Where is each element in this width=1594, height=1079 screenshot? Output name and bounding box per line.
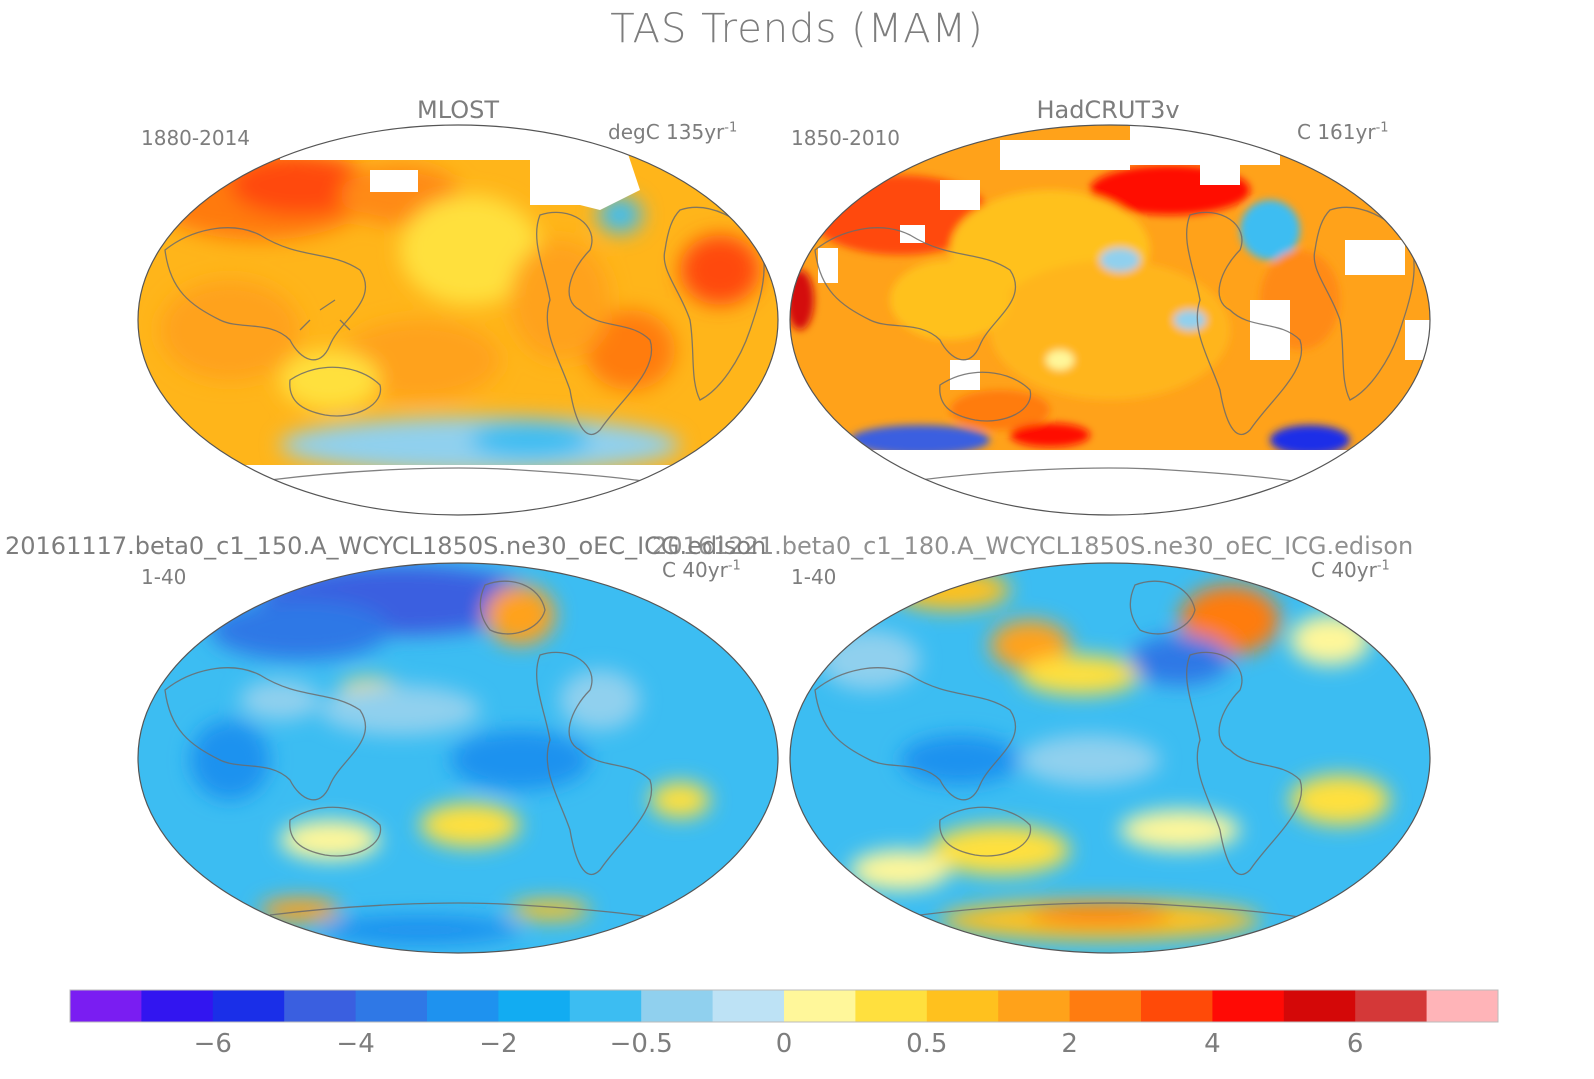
- colorbar-label: 6: [1347, 1029, 1364, 1059]
- colorbar-label: 0.5: [906, 1029, 947, 1059]
- colorbar-swatch-1: [141, 990, 214, 1022]
- colorbar-swatch-11: [855, 990, 928, 1022]
- colorbar-swatch-13: [998, 990, 1071, 1022]
- colorbar-label: −2: [479, 1029, 517, 1059]
- panel-4-units: C 40yr-1: [1311, 558, 1390, 582]
- colorbar-label: 2: [1061, 1029, 1078, 1059]
- colorbar-swatch-8: [641, 990, 714, 1022]
- colorbar-swatch-9: [712, 990, 785, 1022]
- colorbar-swatch-14: [1069, 990, 1142, 1022]
- colorbar-label: −6: [194, 1029, 232, 1059]
- colorbar-label: −0.5: [610, 1029, 673, 1059]
- panel-4-title: 20161221.beta0_c1_180.A_WCYCL1850S.ne30_…: [652, 532, 1414, 560]
- colorbar-label: 4: [1204, 1029, 1221, 1059]
- panel-3-title: 20161117.beta0_c1_150.A_WCYCL1850S.ne30_…: [5, 532, 767, 560]
- map-hadcrut: [790, 125, 1430, 515]
- colorbar-swatch-0: [70, 990, 142, 1022]
- colorbar-swatch-4: [355, 990, 428, 1022]
- map-mlost: [138, 125, 778, 515]
- colorbar-swatch-17: [1283, 990, 1356, 1022]
- colorbar-swatch-2: [212, 990, 285, 1022]
- panel-1-units: degC 135yr-1: [608, 120, 738, 144]
- panel-3-units: C 40yr-1: [662, 558, 741, 582]
- map-model-2: [790, 563, 1430, 953]
- map-model-1: [138, 563, 778, 953]
- colorbar-label: 0: [776, 1029, 793, 1059]
- panel-2-units: C 161yr-1: [1297, 120, 1389, 144]
- colorbar-swatch-6: [498, 990, 571, 1022]
- panel-2-period: 1850-2010: [791, 126, 901, 150]
- panel-2-title: HadCRUT3v: [1036, 96, 1180, 124]
- figure-title: TAS Trends (MAM): [610, 6, 984, 52]
- colorbar-swatch-5: [427, 990, 499, 1022]
- colorbar-swatch-19: [1426, 990, 1499, 1022]
- colorbar-label: −4: [336, 1029, 374, 1059]
- colorbar-swatch-3: [284, 990, 357, 1022]
- colorbar-swatch-15: [1141, 990, 1213, 1022]
- colorbar-swatch-12: [926, 990, 999, 1022]
- panel-1-period: 1880-2014: [141, 126, 251, 150]
- panel-3-period: 1-40: [141, 565, 187, 589]
- colorbar-swatch-7: [569, 990, 642, 1022]
- panel-1-title: MLOST: [416, 96, 499, 124]
- colorbar-swatch-16: [1212, 990, 1285, 1022]
- colorbar-swatch-10: [784, 990, 856, 1022]
- colorbar-swatch-18: [1355, 990, 1428, 1022]
- panel-4-period: 1-40: [791, 565, 837, 589]
